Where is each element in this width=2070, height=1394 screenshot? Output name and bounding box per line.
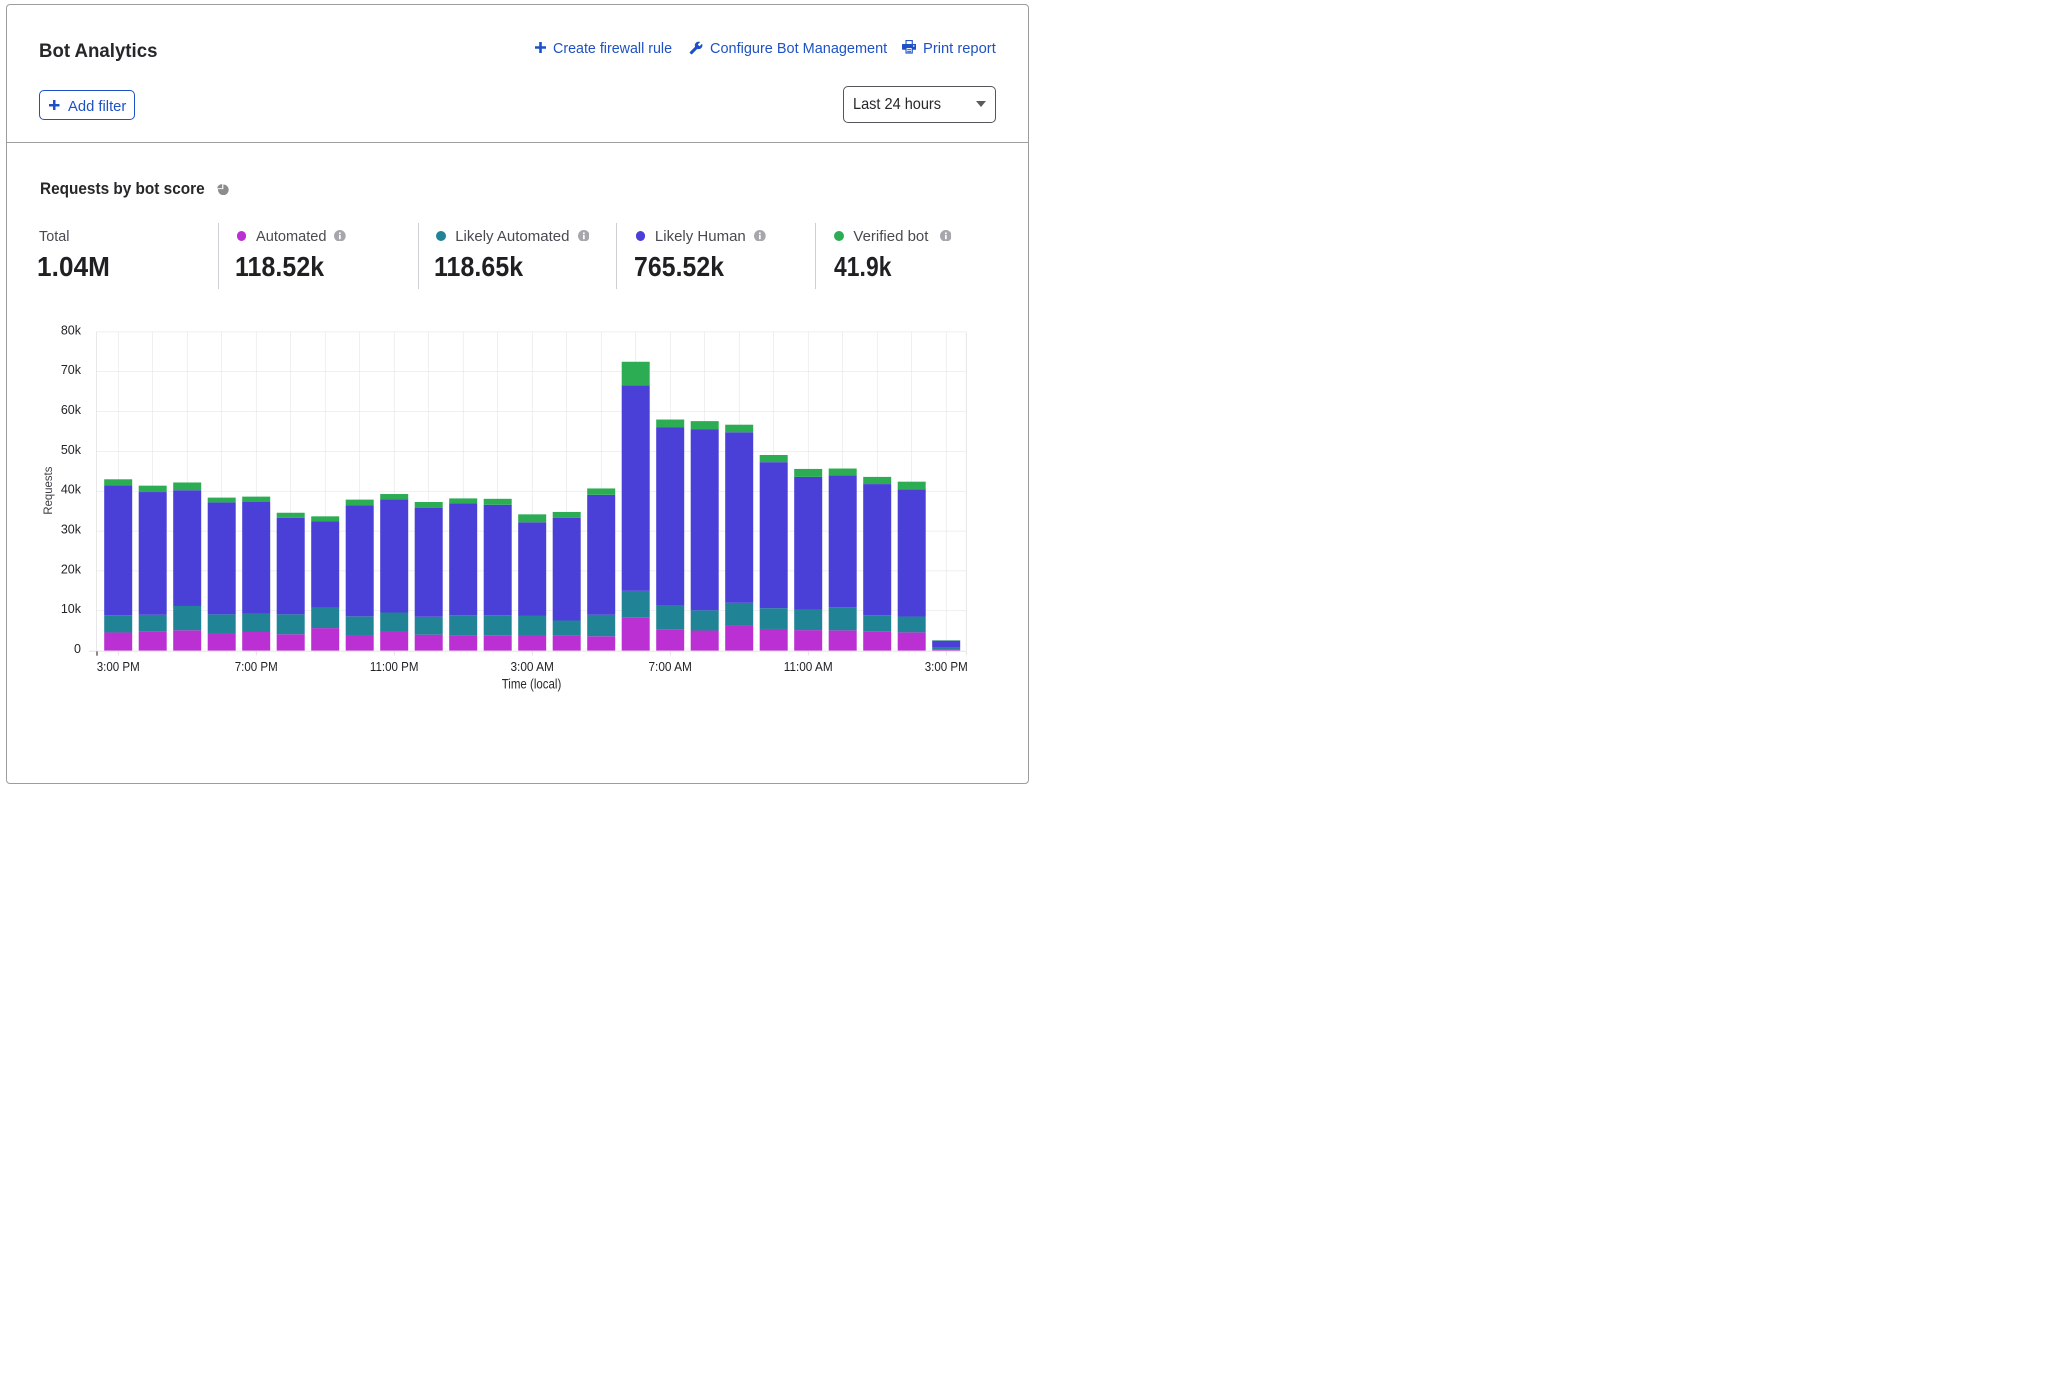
svg-text:20k: 20k <box>61 562 82 576</box>
svg-text:11:00 AM: 11:00 AM <box>784 659 833 674</box>
svg-text:50k: 50k <box>61 443 82 457</box>
svg-text:10k: 10k <box>61 602 82 616</box>
svg-text:40k: 40k <box>61 483 82 497</box>
svg-text:7:00 PM: 7:00 PM <box>235 659 278 674</box>
svg-text:30k: 30k <box>61 523 82 537</box>
svg-text:7:00 AM: 7:00 AM <box>648 659 692 674</box>
svg-text:60k: 60k <box>61 403 82 417</box>
svg-text:3:00 PM: 3:00 PM <box>925 659 968 674</box>
svg-text:3:00 PM: 3:00 PM <box>97 659 140 674</box>
svg-text:0: 0 <box>74 642 81 656</box>
svg-text:Requests: Requests <box>41 467 55 515</box>
svg-text:3:00 AM: 3:00 AM <box>510 659 554 674</box>
svg-text:11:00 PM: 11:00 PM <box>370 659 419 674</box>
svg-text:80k: 80k <box>61 323 82 337</box>
svg-text:Time (local): Time (local) <box>502 677 562 692</box>
svg-text:70k: 70k <box>61 363 82 377</box>
